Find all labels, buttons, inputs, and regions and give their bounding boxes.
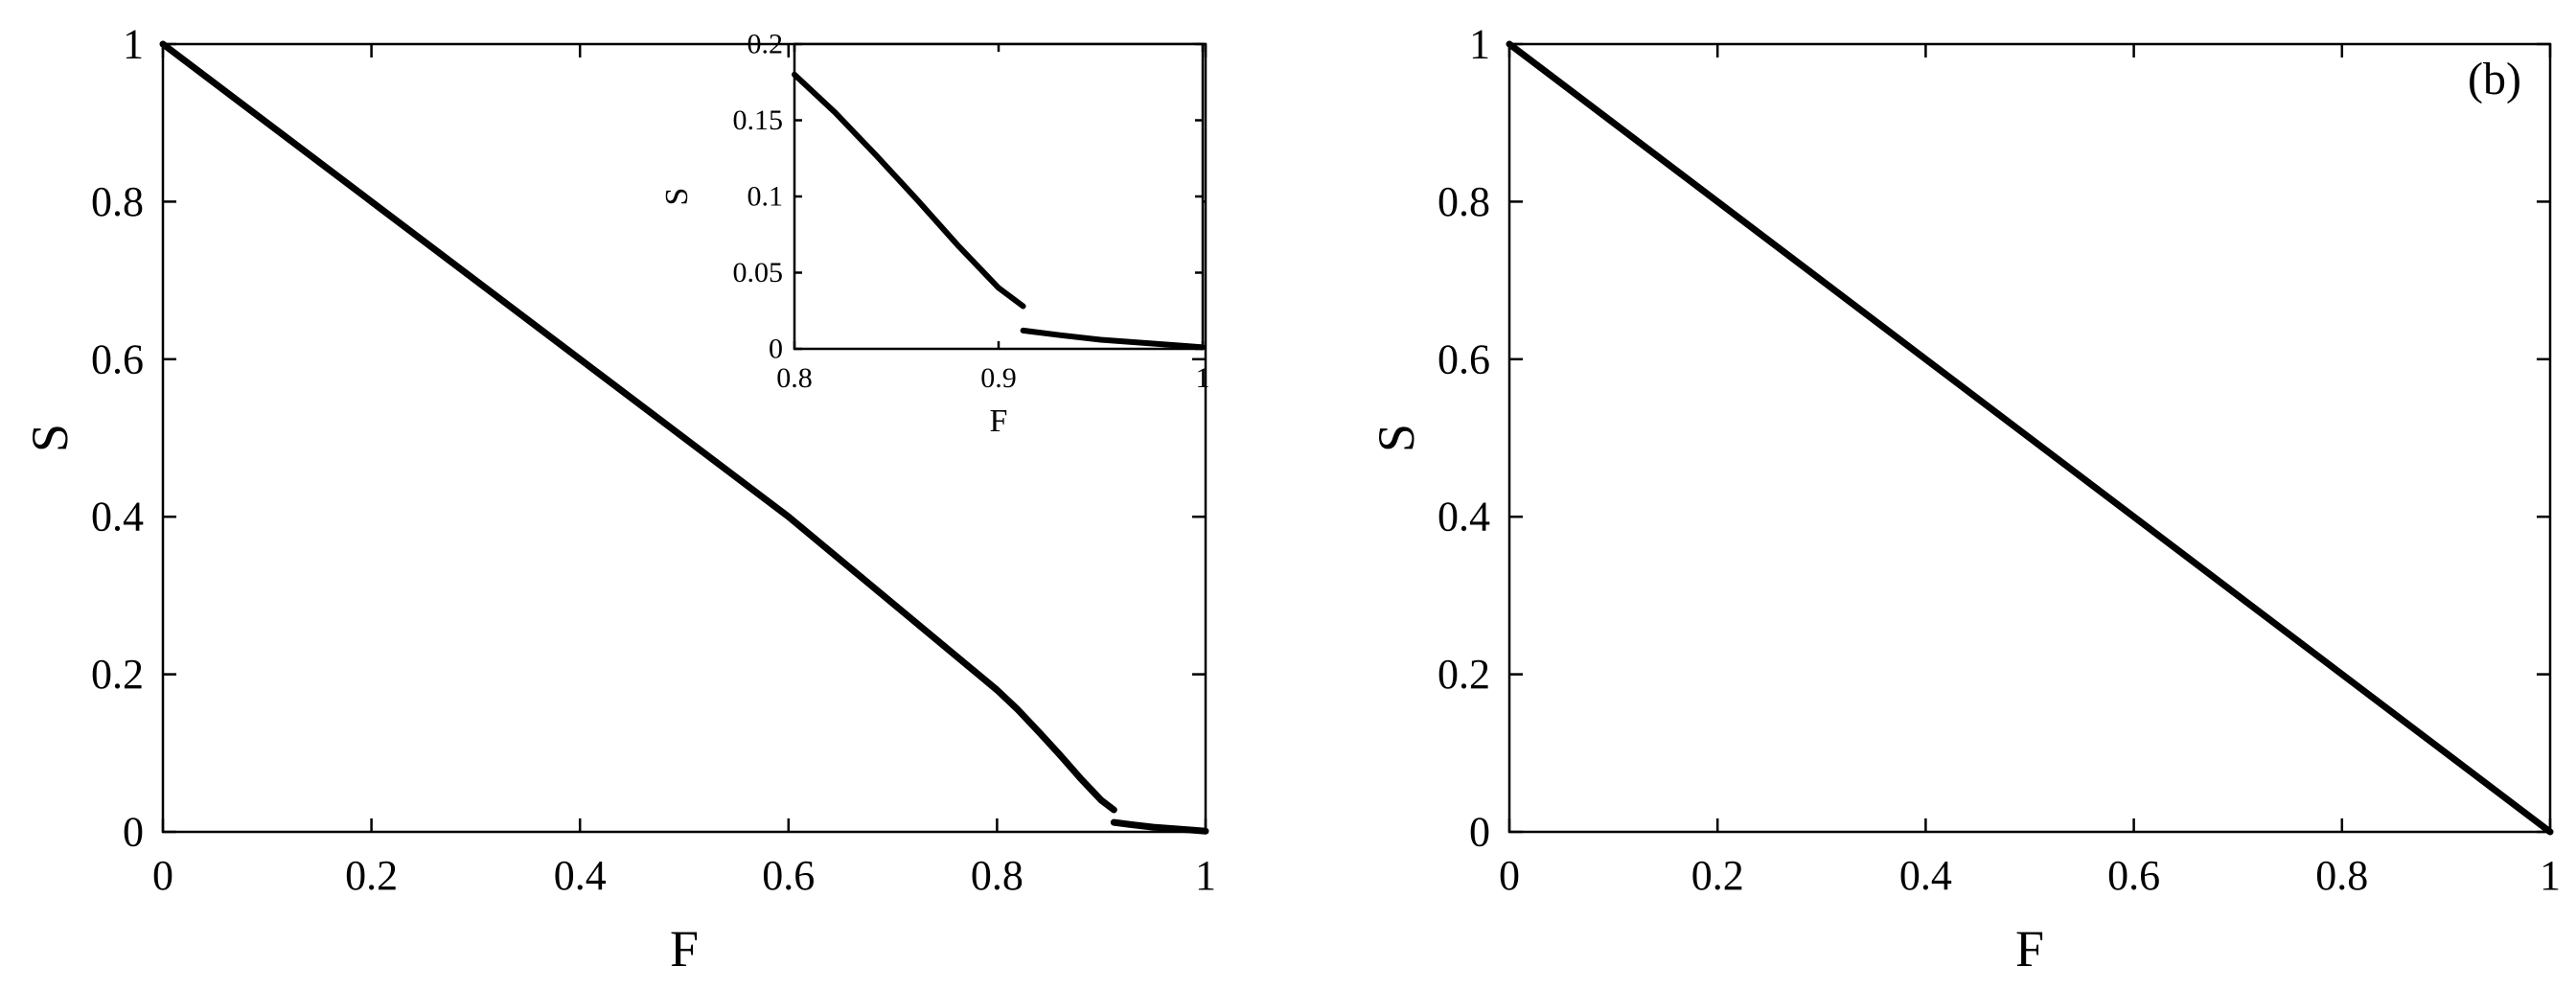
y-tick-label-inset-a-3: 0.15 — [733, 104, 784, 136]
chart-panel-inset-a: 0.8 0.9 1 0 0.05 0.1 0.15 0.2 F S — [659, 29, 1210, 440]
y-axis-label-main-b: S — [1368, 424, 1425, 452]
series-line-main-b-seg-0 — [1506, 40, 2554, 836]
y-tick-label-main-a-2: 0.4 — [91, 494, 144, 541]
y-tick-label-main-b-1: 0.2 — [1438, 651, 1490, 698]
x-tick-label-main-a-1: 0.2 — [345, 852, 398, 899]
chart-panel-main-b: 0 0.2 0.4 0.6 0.8 1 0 0.2 0.4 0.6 0.8 1 F S (b) — [1368, 21, 2561, 978]
y-tick-label-inset-a-4: 0.2 — [748, 29, 784, 60]
x-tick-label-inset-a-2: 1 — [1196, 362, 1210, 394]
y-tick-label-main-a-1: 0.2 — [91, 651, 144, 698]
x-tick-label-main-b-0: 0 — [1499, 852, 1520, 899]
y-axis-label-inset-a: S — [659, 188, 695, 206]
y-tick-label-main-b-0: 0 — [1469, 809, 1490, 856]
x-tick-label-main-b-2: 0.4 — [1899, 852, 1952, 899]
axes-frame-main-b — [1507, 42, 2552, 834]
y-axis-label-main-a: S — [21, 424, 79, 452]
x-tick-label-inset-a-0: 0.8 — [776, 362, 813, 394]
x-tick-label-main-a-4: 0.8 — [971, 852, 1024, 899]
series-line-main-a-seg-0 — [159, 40, 1117, 814]
x-tick-label-main-b-5: 1 — [2540, 852, 2561, 899]
y-tick-label-inset-a-2: 0.1 — [748, 181, 784, 213]
y-tick-label-main-a-4: 0.8 — [91, 178, 144, 225]
y-tick-label-main-b-4: 0.8 — [1438, 178, 1490, 225]
x-tick-label-main-b-3: 0.6 — [2107, 852, 2160, 899]
inset-background — [794, 44, 1203, 349]
x-tick-label-main-a-0: 0 — [152, 852, 173, 899]
x-tick-label-main-b-1: 0.2 — [1691, 852, 1744, 899]
x-axis-label-main-b: F — [2015, 920, 2044, 978]
x-tick-label-main-b-4: 0.8 — [2315, 852, 2368, 899]
axes-frame-main-a — [161, 42, 1208, 834]
x-tick-label-main-a-3: 0.6 — [762, 852, 815, 899]
x-tick-label-main-a-5: 1 — [1195, 852, 1216, 899]
series-line-inset-a-seg-1 — [1020, 327, 1206, 351]
y-tick-label-main-a-3: 0.6 — [91, 335, 144, 382]
x-tick-label-inset-a-1: 0.9 — [980, 362, 1017, 394]
y-tick-label-main-a-5: 1 — [123, 21, 144, 68]
y-tick-label-main-a-0: 0 — [123, 809, 144, 856]
panel-tag-main-b: (b) — [2468, 54, 2521, 104]
x-axis-label-main-a: F — [670, 920, 699, 978]
x-axis-label-inset-a: F — [990, 403, 1008, 439]
y-tick-label-inset-a-0: 0 — [769, 334, 783, 365]
y-tick-label-main-b-5: 1 — [1469, 21, 1490, 68]
y-tick-label-inset-a-1: 0.05 — [733, 257, 784, 288]
series-line-main-a-seg-1 — [1110, 818, 1209, 835]
y-tick-label-main-b-3: 0.6 — [1438, 335, 1490, 382]
series-line-inset-a-seg-0 — [792, 71, 1026, 310]
y-tick-label-main-b-2: 0.4 — [1438, 494, 1490, 541]
x-tick-label-main-a-2: 0.4 — [554, 852, 607, 899]
